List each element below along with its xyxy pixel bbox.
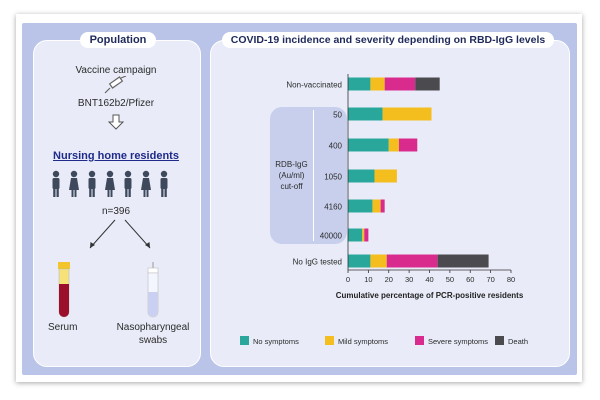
- cutoff-label-line1: RDB-IgG: [275, 160, 308, 169]
- category-label: 4160: [324, 203, 342, 212]
- legend-swatch: [415, 336, 424, 345]
- serum-label: Serum: [48, 322, 78, 333]
- bar-segment: [384, 77, 416, 91]
- split-arrows: [89, 219, 151, 249]
- bar-segment: [348, 254, 371, 268]
- legend-label: No symptoms: [253, 337, 299, 346]
- bar-segment: [374, 169, 397, 183]
- cutoff-label-line3: cut-off: [280, 182, 303, 191]
- incidence-panel-title: COVID-19 incidence and severity dependin…: [222, 32, 554, 48]
- swab-label-line2: swabs: [138, 335, 168, 346]
- person-icon-row: [52, 170, 168, 197]
- bar-segment: [362, 228, 365, 242]
- category-label: 40000: [320, 232, 343, 241]
- legend-label: Death: [508, 337, 528, 346]
- legend-swatch: [240, 336, 249, 345]
- arrow-down-icon: [108, 114, 124, 130]
- syringe-icon: [104, 76, 127, 94]
- blood-tube-icon: [58, 262, 70, 318]
- bar-segment: [372, 199, 381, 213]
- population-panel-title: Population: [80, 32, 156, 48]
- person-icon: [124, 170, 132, 197]
- person-icon: [141, 170, 151, 197]
- x-axis-title: Cumulative percentage of PCR-positive re…: [336, 291, 524, 300]
- x-tick-label: 50: [446, 275, 454, 284]
- person-icon: [88, 170, 96, 197]
- bar-segment: [364, 228, 369, 242]
- x-tick-label: 20: [385, 275, 393, 284]
- x-tick-label: 10: [364, 275, 372, 284]
- vaccine-campaign-label: Vaccine campaign: [75, 65, 157, 76]
- bar-segment: [348, 169, 375, 183]
- category-label: Non-vaccinated: [286, 81, 342, 90]
- category-label: 50: [333, 111, 342, 120]
- x-tick-label: 80: [507, 275, 515, 284]
- bar-segment: [348, 199, 373, 213]
- cutoff-group-divider: [313, 110, 314, 241]
- bar-segment: [348, 107, 383, 121]
- category-label: 400: [329, 142, 343, 151]
- person-icon: [105, 170, 115, 197]
- bar-segment: [415, 77, 440, 91]
- x-tick-label: 0: [346, 275, 350, 284]
- population-heading: Nursing home residents: [53, 150, 179, 162]
- legend-label: Mild symptoms: [338, 337, 388, 346]
- bar-segment: [398, 138, 418, 152]
- x-tick-label: 60: [466, 275, 474, 284]
- bar-segment: [388, 138, 399, 152]
- x-tick-label: 30: [405, 275, 413, 284]
- legend-swatch: [495, 336, 504, 345]
- bar-segment: [348, 77, 371, 91]
- x-tick-label: 40: [425, 275, 433, 284]
- bar-segment: [348, 138, 389, 152]
- legend-label: Severe symptoms: [428, 337, 488, 346]
- bar-segment: [380, 199, 385, 213]
- bar-segment: [348, 228, 363, 242]
- bar-segment: [437, 254, 489, 268]
- bar-segment: [370, 77, 385, 91]
- bar-segment: [386, 254, 438, 268]
- bar-segment: [382, 107, 432, 121]
- vaccine-name-label: BNT162b2/Pfizer: [77, 98, 155, 109]
- swab-label-line1: Nasopharyngeal: [116, 322, 190, 333]
- category-label: 1050: [324, 173, 342, 182]
- cutoff-group-box: [270, 107, 347, 244]
- category-label: No IgG tested: [293, 258, 342, 267]
- x-tick-label: 70: [486, 275, 494, 284]
- bar-segment: [370, 254, 387, 268]
- cutoff-label-line2: (Au/ml): [278, 171, 305, 180]
- legend-swatch: [325, 336, 334, 345]
- person-icon: [52, 170, 60, 197]
- sample-size-label: n=396: [101, 206, 131, 217]
- swab-tube-icon: [147, 262, 159, 318]
- person-icon: [160, 170, 168, 197]
- person-icon: [69, 170, 79, 197]
